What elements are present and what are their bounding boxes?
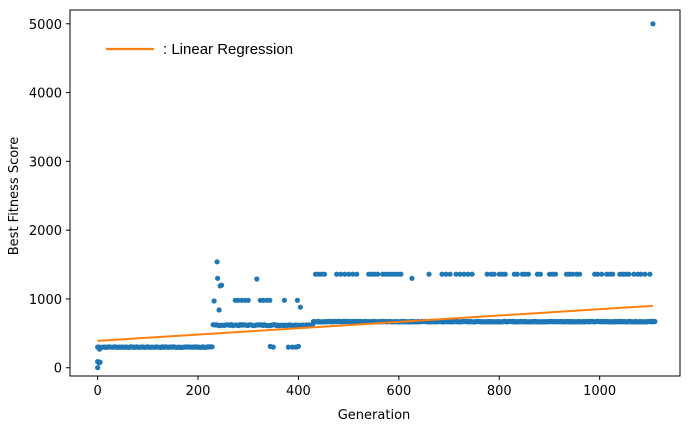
x-tick-label: 600 bbox=[386, 384, 411, 399]
scatter-point bbox=[626, 271, 632, 277]
scatter-point bbox=[342, 271, 348, 277]
scatter-point bbox=[270, 344, 276, 350]
scatter-point bbox=[398, 271, 404, 277]
scatter-point bbox=[209, 344, 215, 350]
scatter-point bbox=[297, 304, 303, 310]
scatter-point bbox=[577, 271, 583, 277]
x-tick-label: 200 bbox=[186, 384, 211, 399]
scatter-point bbox=[631, 271, 637, 277]
scatter-point bbox=[514, 271, 520, 277]
scatter-point bbox=[254, 276, 260, 282]
scatter-point bbox=[211, 298, 217, 304]
y-tick-label: 4000 bbox=[29, 87, 62, 102]
scatter-point bbox=[285, 344, 291, 350]
scatter-point bbox=[439, 271, 445, 277]
regression-line-layer bbox=[97, 304, 653, 342]
scatter-point bbox=[647, 271, 653, 277]
y-tick-label: 0 bbox=[54, 362, 62, 377]
scatter-point bbox=[409, 275, 415, 281]
scatter-point bbox=[447, 271, 453, 277]
scatter-point bbox=[245, 297, 251, 303]
axes-frame bbox=[69, 9, 681, 377]
scatter-point bbox=[346, 271, 352, 277]
scatter-point bbox=[638, 271, 644, 277]
scatter-point bbox=[426, 271, 432, 277]
scatter-point bbox=[552, 271, 559, 277]
y-axis-title: Best Fitness Score bbox=[7, 137, 22, 256]
x-axis-title: Generation bbox=[338, 408, 411, 423]
scatter-point bbox=[375, 271, 381, 277]
scatter-point bbox=[354, 271, 360, 277]
y-tick-label: 5000 bbox=[29, 18, 62, 33]
y-tick-label: 3000 bbox=[29, 155, 62, 170]
scatter-point bbox=[652, 318, 658, 325]
scatter-point bbox=[219, 282, 225, 288]
scatter-point bbox=[334, 271, 340, 277]
scatter-point bbox=[491, 271, 497, 277]
scatter-point bbox=[461, 271, 467, 277]
x-tick-label: 800 bbox=[487, 384, 512, 399]
scatter-point bbox=[97, 346, 103, 352]
scatter-point bbox=[216, 307, 222, 313]
scatter-point bbox=[267, 297, 273, 303]
legend: : Linear Regression bbox=[96, 34, 316, 66]
scatter-point bbox=[443, 271, 449, 277]
scatter-point bbox=[537, 271, 544, 277]
scatter-point bbox=[525, 271, 532, 277]
scatter-point bbox=[610, 271, 616, 277]
scatter-point bbox=[595, 271, 601, 277]
scatter-point bbox=[95, 365, 101, 371]
scatter-point bbox=[465, 271, 471, 277]
y-tick-label: 2000 bbox=[29, 224, 62, 239]
scatter-point bbox=[570, 271, 576, 277]
scatter-point bbox=[97, 359, 103, 365]
scatter-point bbox=[350, 271, 356, 277]
x-tick-label: 0 bbox=[93, 384, 101, 399]
scatter-point bbox=[215, 275, 221, 281]
scatter-point bbox=[214, 259, 220, 265]
scatter-point bbox=[338, 271, 344, 277]
scatter-point bbox=[453, 271, 459, 277]
axes: 0 200 400 600 800 1000 0 1000 2000 3000 4000 5000 bbox=[29, 9, 681, 399]
scatter-point bbox=[294, 297, 300, 303]
x-tick-label: 400 bbox=[286, 384, 311, 399]
scatter-point bbox=[469, 271, 475, 277]
scatter-point bbox=[321, 271, 328, 277]
scatter-point bbox=[502, 271, 508, 277]
scatter-point bbox=[650, 21, 656, 27]
regression-line bbox=[97, 304, 653, 342]
x-tick-label: 1000 bbox=[583, 384, 616, 399]
scatter-point bbox=[281, 297, 287, 303]
scatter-point bbox=[642, 271, 648, 277]
scatter-point bbox=[484, 271, 490, 277]
legend-label: : Linear Regression bbox=[163, 41, 293, 58]
y-tick-label: 1000 bbox=[29, 293, 62, 308]
scatter-point bbox=[295, 343, 301, 349]
scatter-point bbox=[599, 271, 605, 277]
scatter-point bbox=[457, 271, 463, 277]
